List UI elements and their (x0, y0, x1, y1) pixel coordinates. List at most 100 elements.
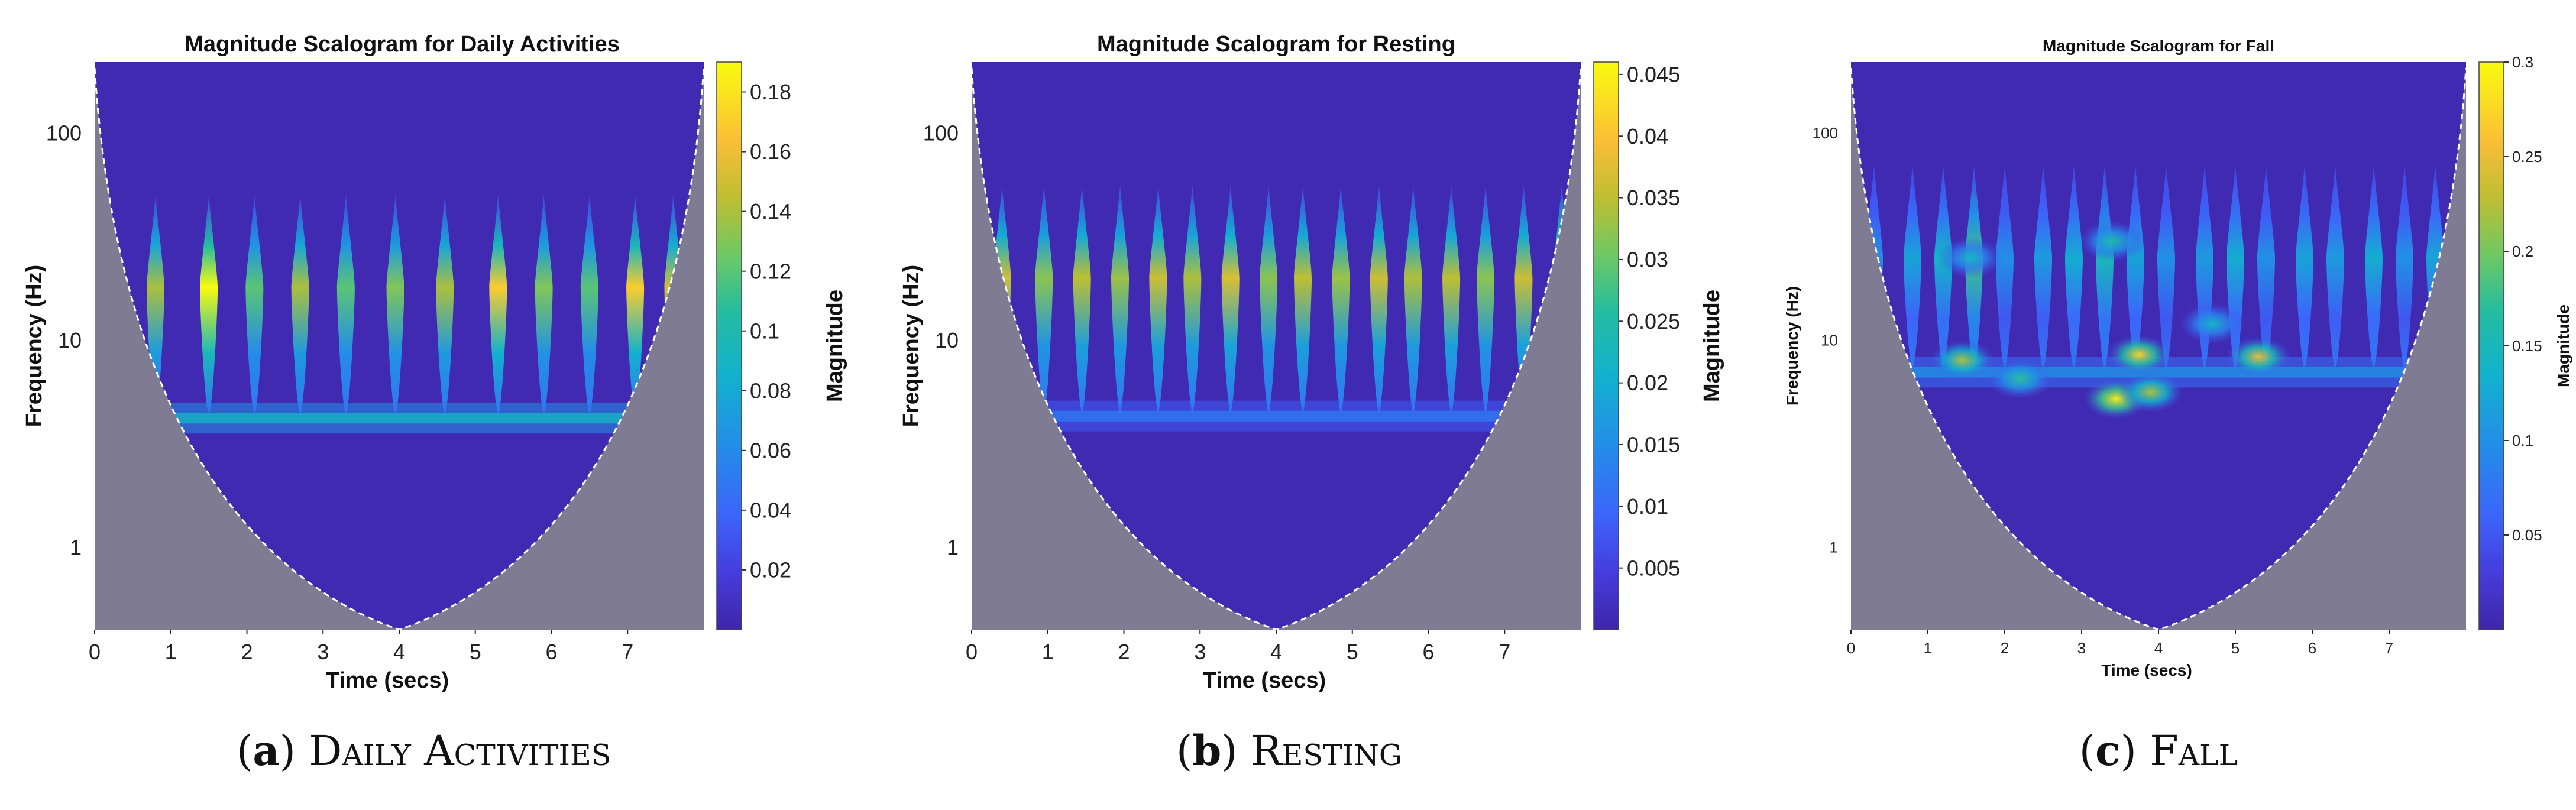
burst-mark (245, 195, 264, 415)
coi-right-shade (2158, 68, 2466, 630)
colorbar-label: Magnitude (1700, 290, 1724, 402)
colorbar-tick-label: 0.04 (1627, 124, 1668, 148)
x-tick-label: 4 (1270, 640, 1282, 664)
x-tick-label: 6 (1422, 640, 1434, 664)
colorbar-gradient (2478, 61, 2504, 630)
colorbar-tick-label: 0.04 (750, 498, 791, 522)
scalogram-panel-c: Magnitude Scalogram for Fall 0 1 2 3 4 5 6 7 Time… (1783, 37, 2572, 679)
colorbar: 0.05 0.1 0.15 0.2 0.25 0.3 Magnitude (2478, 53, 2572, 630)
hotspot-mark (2106, 335, 2172, 375)
colorbar-label: Magnitude (2554, 304, 2572, 387)
burst-mark (436, 195, 454, 415)
burst-mark (1035, 185, 1053, 413)
burst-mark (1221, 185, 1240, 413)
plot-area (972, 62, 1581, 630)
scalogram-panel-a: Magnitude Scalogram for Daily Activities… (22, 32, 847, 693)
caption-b-label: b (1192, 726, 1222, 775)
hotspot-mark (2118, 372, 2183, 413)
burst-mark (2296, 165, 2313, 369)
x-tick-label: 5 (1347, 640, 1358, 664)
burst-mark (1370, 185, 1388, 413)
y-tick-label: 10 (58, 328, 82, 352)
burst-mark (1477, 185, 1495, 413)
x-tick-label: 7 (622, 640, 633, 664)
burst-mark (2365, 165, 2383, 369)
x-tick-label: 5 (2231, 639, 2240, 657)
y-tick-label: 10 (1821, 331, 1838, 349)
coi-right-shade (399, 68, 704, 630)
y-tick-label: 100 (923, 121, 959, 145)
burst-mark (336, 195, 355, 415)
burst-mark (1996, 165, 2014, 369)
burst-mark (2127, 165, 2144, 369)
colorbar-label: Magnitude (823, 290, 847, 402)
plot-area (1851, 62, 2466, 630)
burst-mark (1073, 185, 1091, 413)
hotspot-mark (2226, 336, 2291, 377)
y-axis-label: Frequency (Hz) (899, 265, 924, 427)
burst-mark (2326, 165, 2344, 369)
colorbar-tick-label: 0.01 (1627, 494, 1668, 519)
hotspot-mark (1988, 358, 2053, 399)
caption-c-label: c (2095, 726, 2121, 775)
colorbar-tick-label: 0.18 (750, 80, 791, 104)
coi-boundary-line (1851, 67, 2466, 630)
colorbar-tick-label: 0.005 (1627, 556, 1680, 580)
y-axis-label: Frequency (Hz) (22, 265, 47, 427)
plot-area (95, 62, 704, 630)
colorbar-tick-label: 0.015 (1627, 433, 1680, 457)
colorbar-gradient (716, 61, 742, 630)
burst-mark (535, 195, 553, 415)
hotspot-mark (1930, 340, 1995, 381)
x-tick-label: 0 (966, 640, 978, 664)
burst-mark (1332, 185, 1350, 413)
y-tick-label: 1 (1830, 539, 1838, 556)
x-tick-label: 2 (241, 640, 253, 664)
colorbar-tick-label: 0.02 (750, 558, 791, 582)
y-tick-label: 100 (46, 121, 82, 145)
x-tick-label: 1 (1924, 639, 1932, 657)
colorbar-tick-label: 0.02 (1627, 371, 1668, 395)
colorbar-tick-label: 0.06 (750, 438, 791, 462)
colorbar-tick-label: 0.12 (750, 259, 791, 283)
x-axis-label: Time (secs) (2101, 661, 2192, 679)
chart-title: Magnitude Scalogram for Fall (2043, 37, 2274, 55)
caption-c-title: Fall (2150, 727, 2238, 775)
colorbar-tick-label: 0.2 (2512, 242, 2533, 260)
colorbar-tick-label: 0.025 (1627, 309, 1680, 333)
x-tick-label: 6 (545, 640, 557, 664)
x-tick-label: 7 (2385, 639, 2393, 657)
caption-a: (a) Daily Activities (237, 726, 611, 775)
hotspot-mark (2180, 303, 2245, 344)
y-tick-label: 1 (947, 535, 959, 559)
x-tick-label: 2 (1118, 640, 1130, 664)
burst-mark (1294, 185, 1312, 413)
colorbar-tick-label: 0.05 (2512, 526, 2542, 544)
coi-boundary-line (972, 67, 1581, 630)
x-tick-label: 4 (2154, 639, 2163, 657)
colorbar-tick-label: 0.08 (750, 378, 791, 403)
burst-mark (2157, 165, 2175, 369)
colorbar-tick-label: 0.1 (2512, 432, 2533, 449)
caption-b: (b) Resting (1176, 726, 1402, 775)
x-tick-label: 4 (393, 640, 405, 664)
x-tick-label: 0 (89, 640, 101, 664)
burst-mark (1404, 185, 1422, 413)
colorbar-gradient (1593, 61, 1619, 630)
x-axis-label: Time (secs) (1203, 668, 1326, 693)
x-tick-label: 3 (1194, 640, 1206, 664)
y-axis-label: Frequency (Hz) (1783, 286, 1801, 406)
burst-mark (2396, 165, 2413, 369)
x-tick-label: 1 (1042, 640, 1054, 664)
band-core (972, 410, 1581, 422)
band-core (95, 413, 704, 424)
burst-mark (291, 195, 309, 415)
x-tick-label: 6 (2308, 639, 2316, 657)
burst-mark (1149, 185, 1167, 413)
coi-right-shade (1276, 68, 1581, 630)
x-axis-label: Time (secs) (326, 668, 449, 693)
colorbar-tick-label: 0.3 (2512, 53, 2533, 71)
colorbar: 0.02 0.04 0.06 0.08 0.1 0.12 0.14 0.16 0.18 Magni… (716, 61, 847, 630)
y-tick-label: 10 (935, 328, 959, 352)
